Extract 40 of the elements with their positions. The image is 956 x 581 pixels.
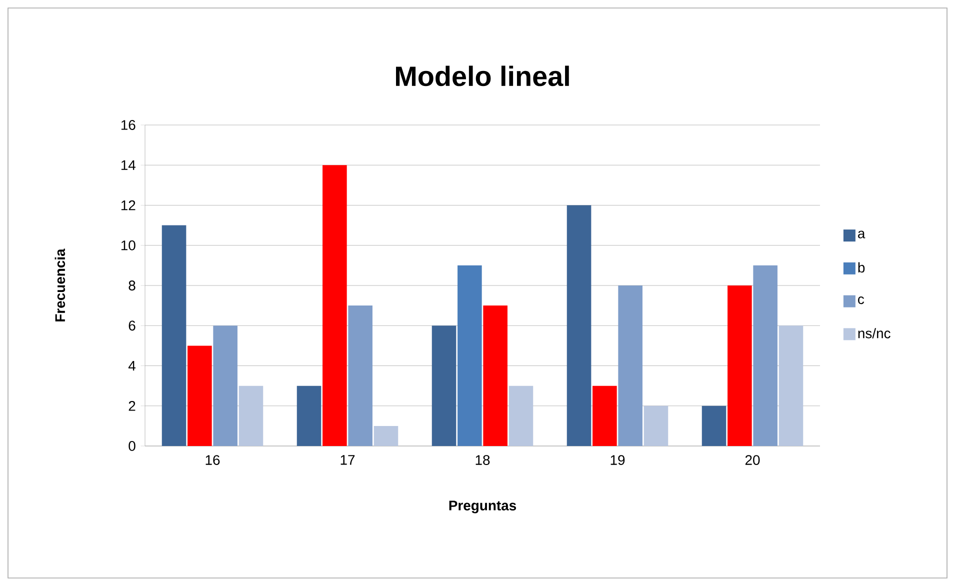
bar — [374, 426, 398, 446]
legend-label: a — [858, 230, 866, 238]
x-tick-label: 18 — [476, 455, 490, 465]
bar — [296, 386, 322, 446]
bar — [348, 306, 372, 446]
y-tick-label: 14 — [121, 160, 136, 170]
bar — [238, 386, 264, 446]
y-tick-label: 12 — [121, 200, 136, 210]
bar — [458, 265, 482, 446]
legend-label: ns/nc — [858, 328, 890, 338]
bar — [162, 225, 186, 446]
bar — [778, 326, 804, 446]
y-tick-label: 8 — [128, 280, 136, 290]
bar — [702, 406, 726, 446]
bar — [618, 285, 642, 446]
x-tick-label: 20 — [745, 455, 760, 465]
bar — [728, 285, 752, 446]
chart-title: Modelo lineal — [396, 66, 569, 86]
bar — [322, 165, 347, 446]
x-tick-label: 16 — [206, 455, 220, 465]
bar — [753, 265, 778, 446]
legend-label: b — [858, 262, 865, 273]
bar — [592, 386, 617, 446]
y-tick-label: 6 — [128, 320, 136, 331]
y-axis-title: Frecuencia — [54, 248, 66, 322]
y-tick-label: 4 — [128, 360, 136, 371]
y-tick-label: 2 — [128, 400, 136, 411]
x-tick-label: 17 — [340, 455, 355, 465]
x-axis-title: Preguntas — [449, 500, 516, 514]
bar — [213, 326, 238, 446]
bar — [566, 205, 592, 446]
bar — [644, 406, 668, 446]
legend-label: c — [858, 296, 864, 304]
y-tick-label: 16 — [121, 120, 136, 130]
bar — [432, 326, 456, 446]
y-tick-label: 0 — [128, 441, 136, 451]
y-tick-label: 10 — [121, 240, 136, 250]
bar — [188, 346, 212, 446]
x-tick-label: 19 — [610, 455, 625, 465]
bar — [508, 386, 534, 446]
